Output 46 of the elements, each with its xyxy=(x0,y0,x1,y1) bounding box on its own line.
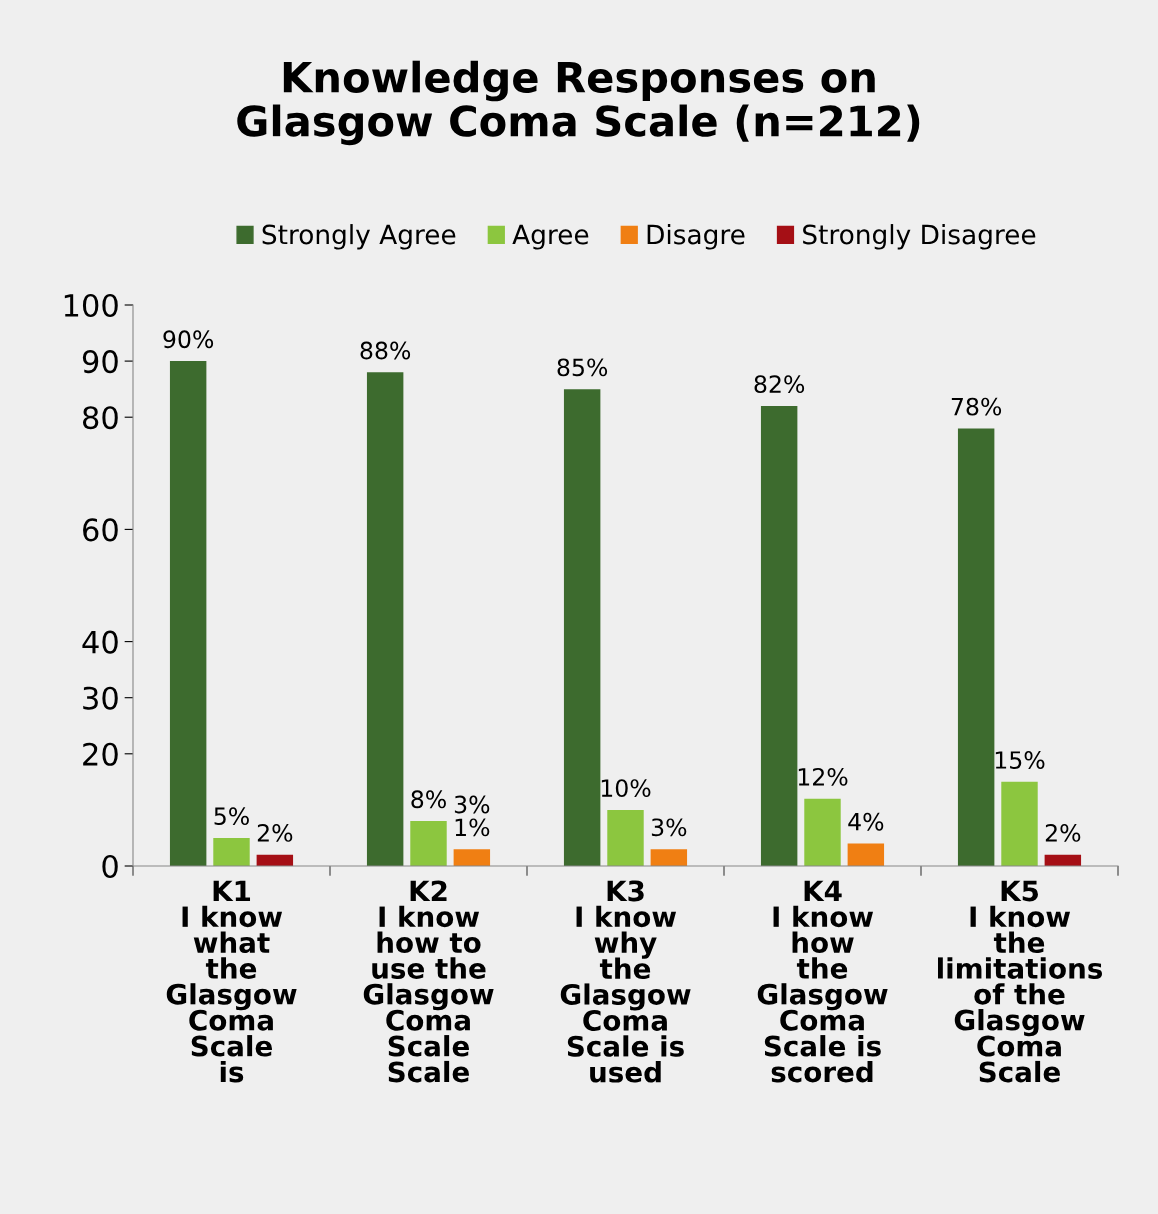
x-tick-label: K5 I know the limitations of the Glasgow Coma Scale xyxy=(937,880,1103,1083)
bar xyxy=(410,821,447,866)
data-label: 90% xyxy=(163,330,214,349)
data-label: 5% xyxy=(214,807,249,826)
y-tick-label: 20 xyxy=(83,742,118,766)
y-tick-label: 60 xyxy=(83,518,118,542)
chart-title: Knowledge Responses on Glasgow Coma Scale (n=212) xyxy=(237,60,920,146)
bar xyxy=(366,372,404,866)
legend-label: Disagre xyxy=(647,224,745,250)
y-tick-label: 90 xyxy=(82,350,118,374)
data-label: 3% 1% xyxy=(454,795,490,837)
data-label: 10% xyxy=(601,779,651,797)
y-tick-label: 40 xyxy=(82,630,118,654)
bar xyxy=(760,405,798,866)
y-tick-label: 100 xyxy=(64,293,118,318)
x-tick-label: K2 I know how to use the Glasgow Coma Scale Scale xyxy=(363,880,494,1083)
data-label: 78% xyxy=(951,397,1002,416)
x-tick-label: K1 I know what the Glasgow Coma Scale is xyxy=(166,880,297,1083)
y-tick-label: 0 xyxy=(102,854,118,879)
data-label: 2% xyxy=(1045,824,1081,842)
data-label: 85% xyxy=(557,358,608,377)
bar xyxy=(169,361,207,866)
data-label: 3% xyxy=(651,818,687,837)
x-tick-label: K3 I know why the Glasgow Coma Scale is used xyxy=(560,880,691,1083)
bar xyxy=(650,849,688,866)
data-label: 8% xyxy=(411,790,446,809)
y-tick-label: 30 xyxy=(83,686,118,710)
data-label: 2% xyxy=(257,824,293,842)
data-label: 12% xyxy=(798,767,848,786)
bar xyxy=(607,809,644,866)
bar xyxy=(1001,781,1038,866)
bar xyxy=(213,837,250,866)
bar xyxy=(804,798,841,866)
data-label: 82% xyxy=(754,375,805,394)
bar xyxy=(563,389,601,866)
y-tick-label: 80 xyxy=(83,406,118,430)
bar xyxy=(453,849,491,866)
data-label: 15% xyxy=(995,751,1045,769)
legend-label: Agree xyxy=(512,224,589,250)
legend-label: Strongly Agree xyxy=(262,224,456,250)
bar xyxy=(847,843,885,866)
bar xyxy=(957,428,995,866)
data-label: 4% xyxy=(848,812,884,831)
data-label: 88% xyxy=(360,341,411,360)
legend-label: Strongly Disagree xyxy=(803,224,1036,250)
x-tick-label: K4 I know how the Glasgow Coma Scale is scored xyxy=(757,880,888,1083)
